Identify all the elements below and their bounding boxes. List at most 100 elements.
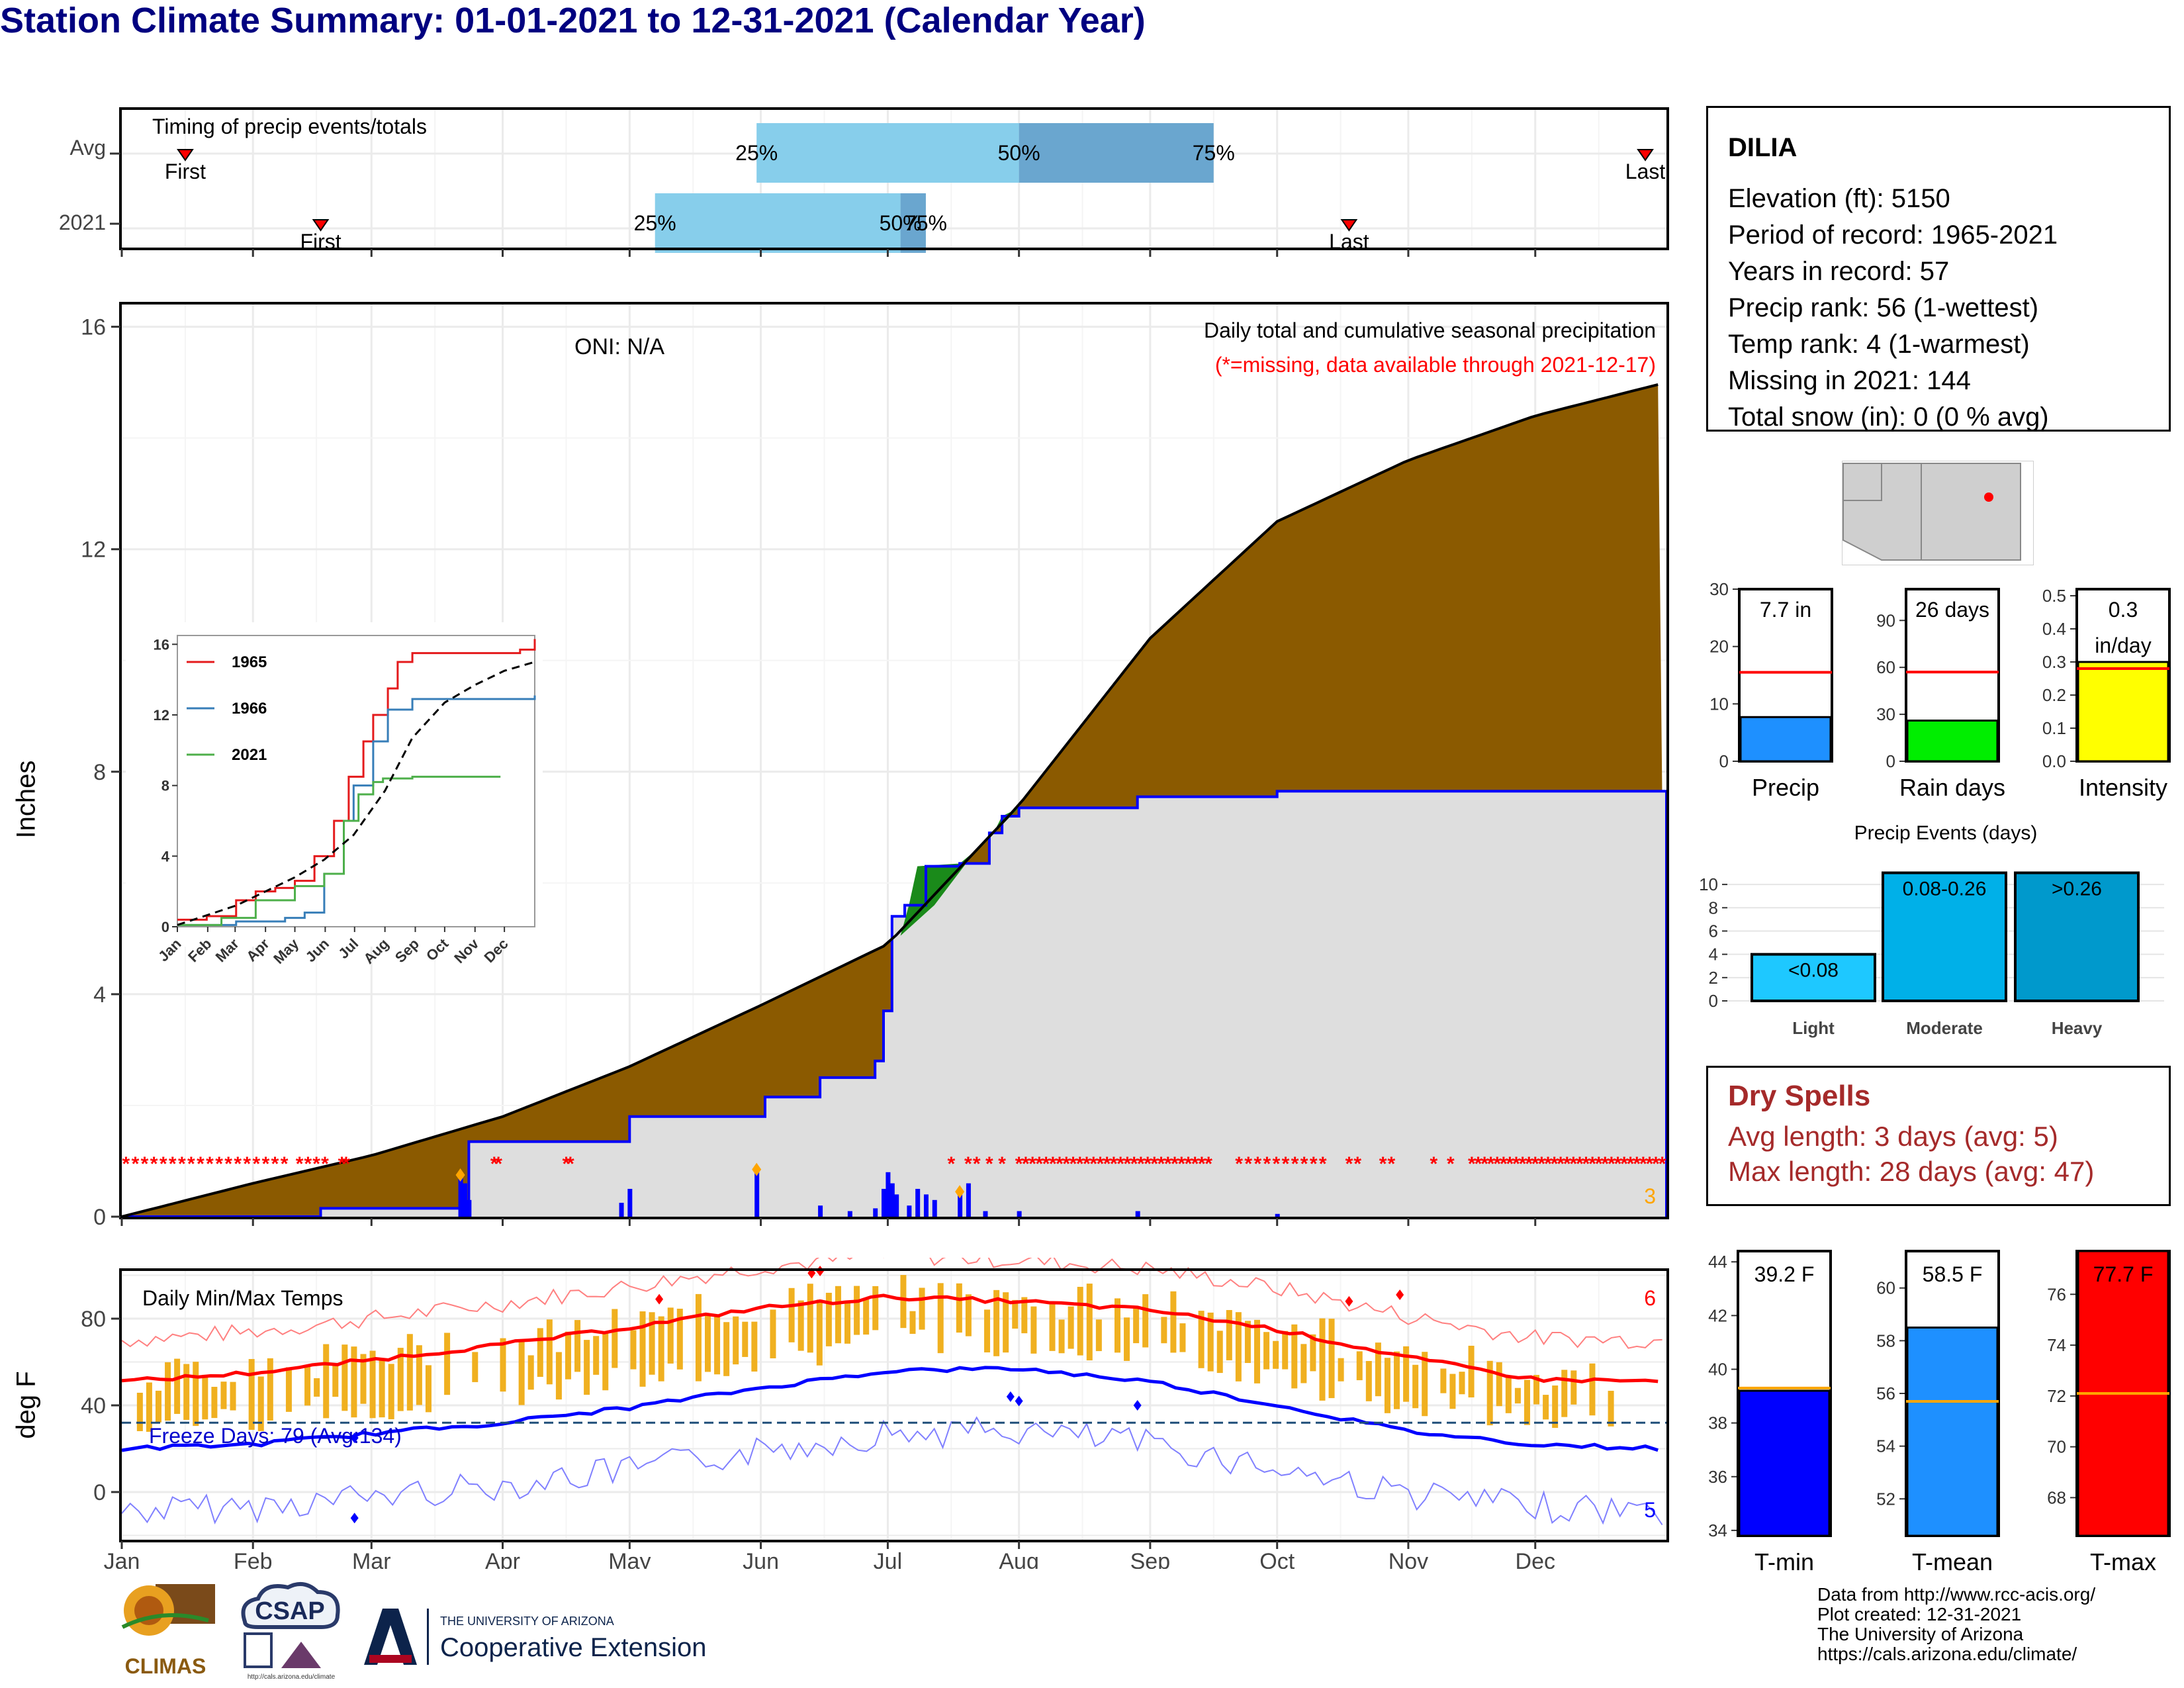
credit-url: https://cals.arizona.edu/climate/ [1817, 1644, 2077, 1664]
missing-marker: * [1035, 1153, 1043, 1175]
missing-marker: * [494, 1153, 502, 1175]
events-ytick-label: 8 [1709, 898, 1718, 917]
missing-marker: * [1659, 1153, 1666, 1175]
missing-marker: * [490, 1153, 498, 1175]
events-ytick-label: 2 [1709, 968, 1718, 988]
daily-temp-bar [1198, 1311, 1205, 1368]
credit-data-source: Data from http://www.rcc-acis.org/ [1817, 1584, 2096, 1605]
timing-bar-50-75 [900, 193, 926, 253]
daily-precip-bar [1017, 1211, 1022, 1217]
missing-marker: * [1110, 1153, 1118, 1175]
daily-temp-bar [1459, 1372, 1465, 1395]
daily-temp-bar [1114, 1298, 1120, 1353]
temp-summary-value: 39.2 F [1754, 1262, 1815, 1286]
inset-ytick-label: 12 [154, 707, 169, 724]
summary-value: 26 days [1915, 598, 1989, 622]
daily-precip-bar [462, 1183, 467, 1217]
month-label: Mar [352, 1549, 391, 1569]
record-temp-marker [1015, 1395, 1023, 1407]
info-years: Years in record: 57 [1728, 257, 1950, 286]
missing-marker: * [1076, 1153, 1084, 1175]
inset-series-1965 [177, 639, 536, 921]
daily-temp-bar [1291, 1324, 1298, 1389]
record-low-line [121, 1416, 1663, 1526]
temp-summary-ytick-label: 72 [2047, 1386, 2066, 1406]
daily-temp-bar [658, 1316, 664, 1382]
daily-temp-bar [230, 1382, 236, 1411]
month-label: Sep [1130, 1549, 1171, 1569]
missing-marker: * [1614, 1153, 1622, 1175]
missing-marker: * [1595, 1153, 1603, 1175]
daily-temp-bar [1561, 1370, 1568, 1417]
daily-precip-bar [619, 1202, 624, 1217]
missing-marker: * [159, 1153, 167, 1175]
missing-marker: * [1300, 1153, 1308, 1175]
daily-temp-bar [1422, 1352, 1428, 1417]
map-state-az [1843, 463, 1922, 561]
timing-first-marker [312, 219, 330, 232]
missing-marker: * [1164, 1153, 1172, 1175]
daily-temp-bar [984, 1309, 991, 1353]
temp-summary-ytick-label: 58 [1876, 1331, 1895, 1350]
summary-ytick-label: 0.4 [2042, 619, 2066, 639]
missing-marker: * [1627, 1153, 1635, 1175]
precip-ytick-label: 16 [81, 315, 106, 340]
missing-marker: * [296, 1153, 304, 1175]
missing-marker: * [169, 1153, 177, 1175]
summary-ytick-label: 0.2 [2042, 685, 2066, 705]
summary-label: Intensity [2079, 774, 2167, 801]
daily-temp-bar [667, 1307, 674, 1364]
missing-marker: * [1144, 1153, 1152, 1175]
daily-precip-bar [882, 1188, 887, 1217]
daily-temp-bar [1394, 1351, 1400, 1409]
month-label: Aug [999, 1549, 1039, 1569]
record-high-line [121, 1258, 1662, 1349]
temp-summary-ytick-label: 54 [1876, 1436, 1895, 1456]
timing-p50-label: 50% [880, 211, 922, 235]
avg-max-line [121, 1293, 1659, 1383]
station-info-box: DILIA Elevation (ft): 5150 Period of rec… [1706, 106, 2171, 432]
missing-marker: * [1171, 1153, 1179, 1175]
csap-logo: CSAP http://cals.arizona.edu/climate [241, 1581, 340, 1681]
summary-ytick-label: 90 [1876, 610, 1895, 630]
station-dot [1984, 492, 1993, 502]
svg-text:Cooperative Extension: Cooperative Extension [440, 1633, 706, 1662]
daily-precip-bar [886, 1172, 891, 1217]
daily-temp-bar [1179, 1323, 1186, 1352]
daily-precip-bar [966, 1183, 971, 1217]
daily-temp-bar [379, 1359, 385, 1418]
credits: Data from http://www.rcc-acis.org/ Plot … [1817, 1584, 2175, 1670]
precip-frame [119, 302, 1669, 1219]
inset-legend-label: 1966 [232, 700, 267, 718]
daily-temp-bar [1058, 1319, 1065, 1354]
daily-temp-bar [146, 1382, 152, 1432]
precip-ytick-label: 8 [93, 760, 106, 785]
daily-temp-bar [1068, 1306, 1074, 1349]
missing-marker: * [1576, 1153, 1584, 1175]
summary-bar [1739, 716, 1832, 763]
timing-row-label-avg: Avg [69, 136, 106, 160]
map-state-nm [1921, 463, 2021, 561]
missing-marker: * [1563, 1153, 1571, 1175]
daily-temp-bar [546, 1319, 553, 1385]
missing-marker: * [1123, 1153, 1131, 1175]
missing-marker: * [1525, 1153, 1533, 1175]
missing-marker: * [1116, 1153, 1124, 1175]
observed-cumulative-area [122, 791, 1666, 1217]
timing-p50-label: 50% [998, 141, 1040, 165]
daily-temp-bar [1403, 1346, 1410, 1402]
daily-temp-bar [555, 1352, 562, 1400]
temp-summary-ytick-label: 56 [1876, 1383, 1895, 1403]
missing-marker: * [1028, 1153, 1036, 1175]
missing-marker: * [973, 1153, 981, 1175]
events-ytick-label: 6 [1709, 921, 1718, 941]
temp-summary-ytick-label: 68 [2047, 1487, 2066, 1507]
missing-marker: * [1089, 1153, 1097, 1175]
daily-temp-bar [602, 1331, 609, 1391]
precip-daily-bars [455, 1162, 1280, 1217]
missing-marker: * [1150, 1153, 1158, 1175]
daily-temp-bar [956, 1283, 962, 1333]
record-temp-marker [350, 1513, 359, 1524]
precip-panel: * * * * * * * * * * * * * * * * * * * * * * ** ** ** * * * * * *******… [81, 302, 1669, 1230]
missing-marker: * [1282, 1153, 1290, 1175]
